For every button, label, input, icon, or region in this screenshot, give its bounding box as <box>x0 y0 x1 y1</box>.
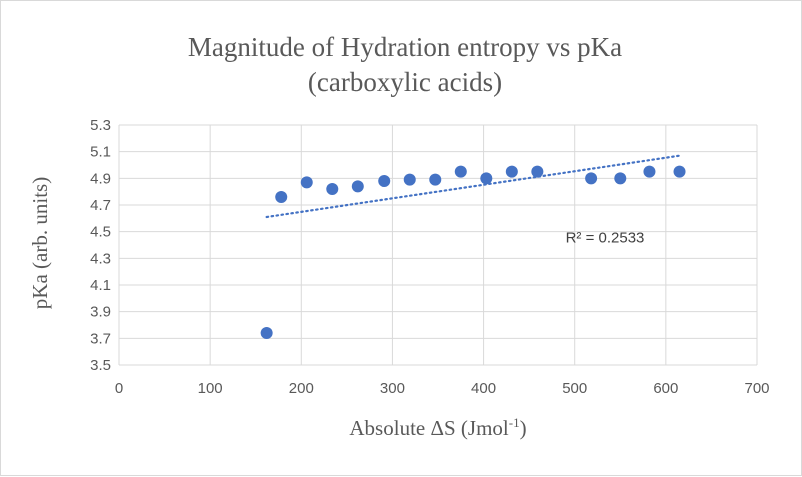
y-tick-label: 5.1 <box>90 144 111 161</box>
x-tick-label: 300 <box>380 380 405 397</box>
x-axis-title-main: Absolute ΔS (Jmol <box>349 416 509 440</box>
data-points <box>260 165 686 339</box>
x-tick-label: 400 <box>471 380 496 397</box>
data-point <box>531 165 544 178</box>
x-axis-title-superscript: -1 <box>509 415 520 430</box>
y-tick-label: 3.9 <box>90 304 111 321</box>
data-point <box>454 165 467 178</box>
r-squared-label: R² = 0.2533 <box>566 229 645 246</box>
x-axis-title-end: ) <box>520 416 527 440</box>
x-tick-label: 0 <box>115 380 123 397</box>
data-point <box>326 183 339 195</box>
data-point <box>673 165 686 178</box>
data-point <box>480 172 493 185</box>
data-point <box>351 180 364 193</box>
y-tick-label: 3.7 <box>90 330 111 347</box>
chart-subtitle: (carboxylic acids) <box>308 67 502 97</box>
y-tick-label: 3.5 <box>90 357 111 374</box>
y-axis-title: pKa (arb. units) <box>28 177 52 309</box>
x-tick-labels: 0 100 200 300 400 500 600 700 <box>115 380 770 397</box>
data-point <box>260 327 273 339</box>
data-point <box>643 165 656 178</box>
y-tick-label: 4.9 <box>90 170 111 187</box>
y-tick-labels: 3.5 3.7 3.9 4.1 4.3 4.5 4.7 4.9 5.1 5.3 <box>90 117 111 374</box>
data-point <box>614 172 627 185</box>
data-point <box>585 172 598 185</box>
y-tick-label: 4.1 <box>90 277 111 294</box>
chart-title: Magnitude of Hydration entropy vs pKa <box>188 32 622 62</box>
x-tick-label: 100 <box>198 380 223 397</box>
data-point <box>403 173 416 186</box>
x-axis-title: Absolute ΔS (Jmol-1) <box>349 415 526 440</box>
data-point <box>275 191 288 203</box>
x-tick-label: 200 <box>289 380 314 397</box>
x-tick-label: 700 <box>744 380 769 397</box>
trendline-group <box>265 154 681 219</box>
x-tick-label: 500 <box>562 380 587 397</box>
y-tick-label: 4.7 <box>90 197 111 214</box>
y-tick-label: 5.3 <box>90 117 111 134</box>
data-point <box>378 175 391 187</box>
y-tick-label: 4.5 <box>90 224 111 241</box>
data-point <box>300 176 313 189</box>
y-tick-label: 4.3 <box>90 250 111 267</box>
x-tick-label: 600 <box>653 380 678 397</box>
data-point <box>505 165 518 178</box>
linear-trendline <box>265 154 681 219</box>
data-point <box>429 173 442 186</box>
gridlines <box>118 124 758 366</box>
